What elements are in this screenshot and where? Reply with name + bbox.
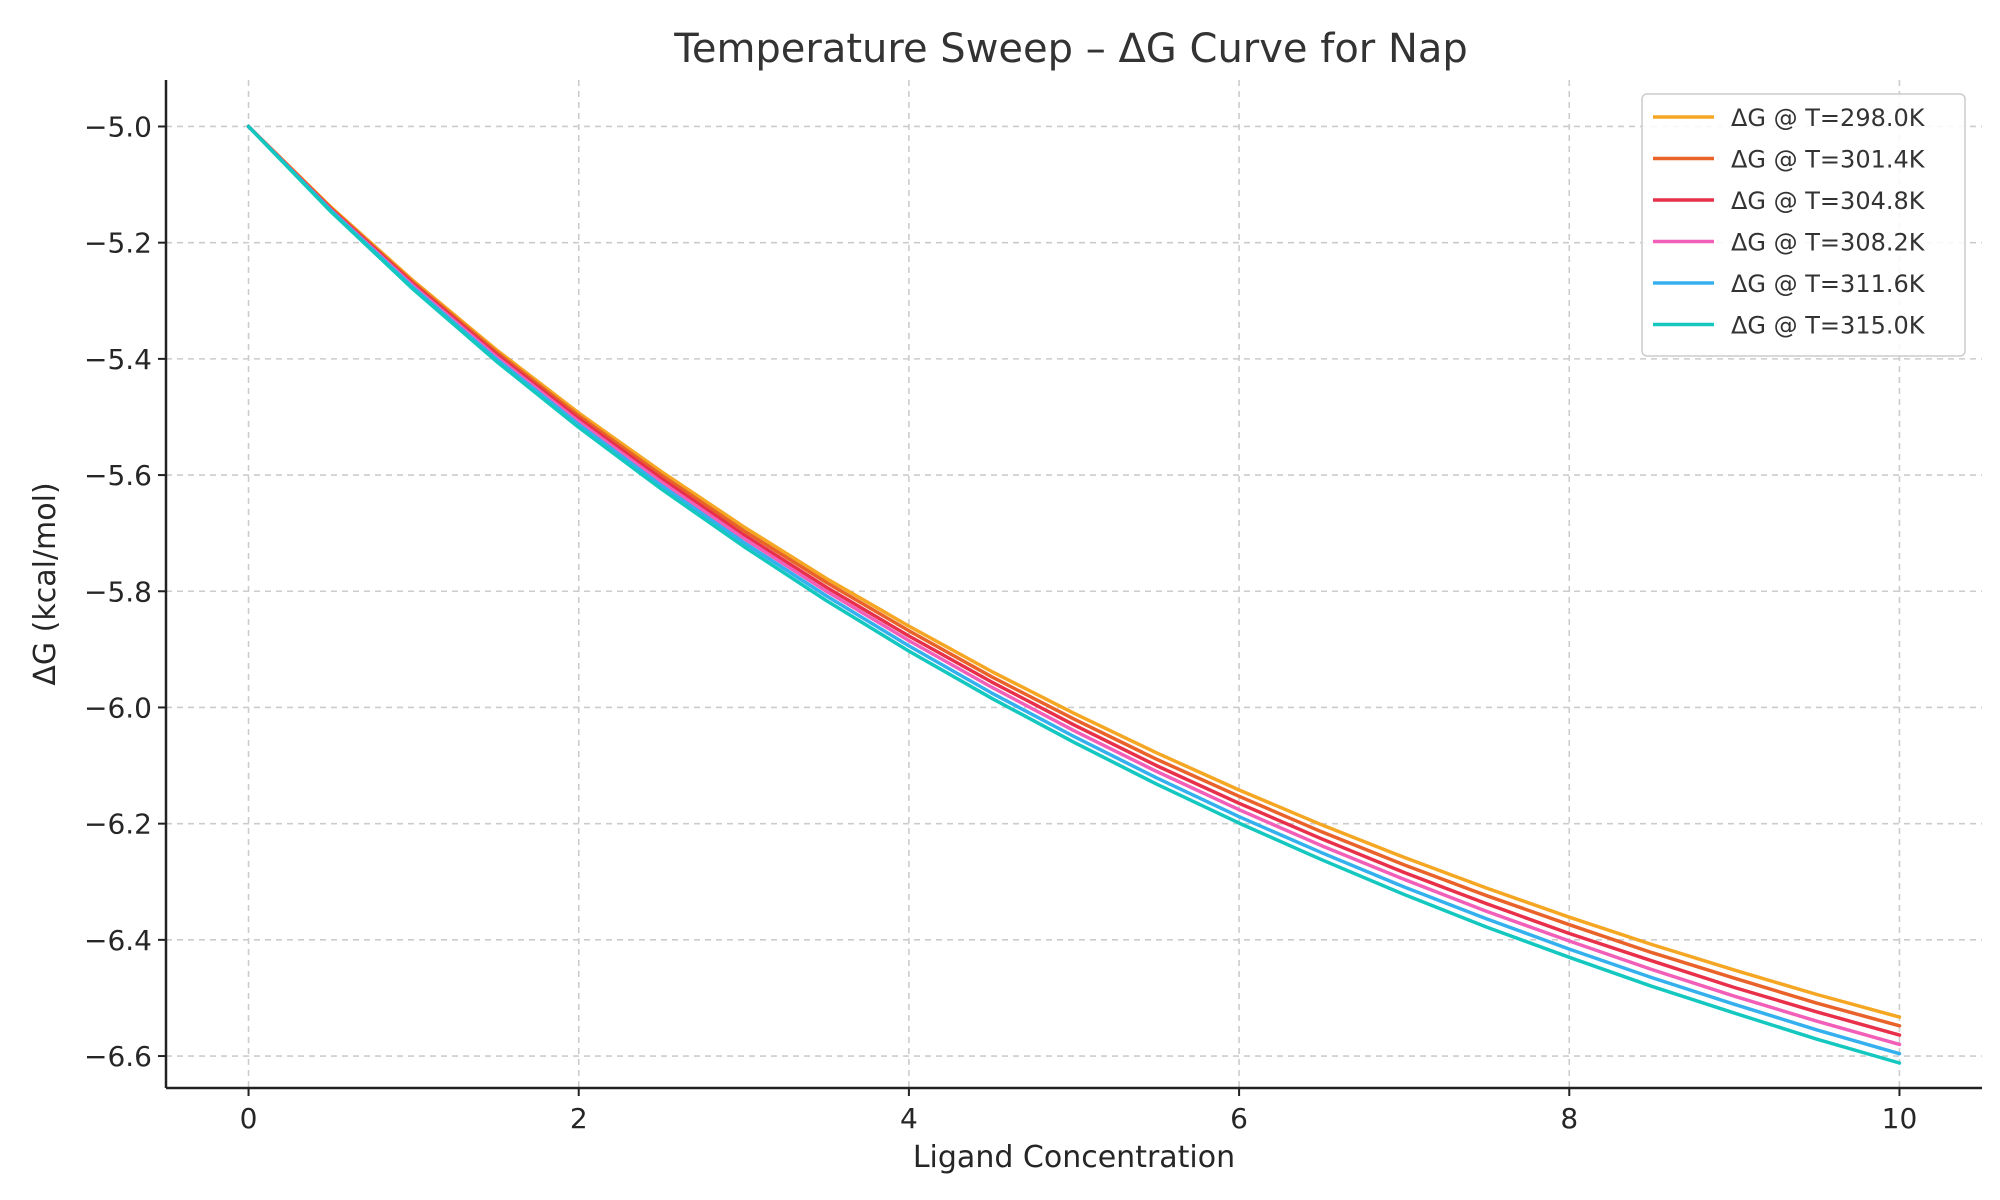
- legend-label-2: ΔG @ T=301.4K: [1731, 146, 1926, 174]
- y-tick-label: −6.4: [84, 924, 152, 957]
- y-tick-label: −6.0: [84, 691, 152, 724]
- series-line-3: [246, 124, 1902, 1037]
- legend-label-6: ΔG @ T=315.0K: [1731, 312, 1926, 340]
- x-tick-label: 2: [570, 1102, 588, 1135]
- y-tick-label: −5.4: [84, 343, 152, 376]
- chart-title: Temperature Sweep – ΔG Curve for Nap: [673, 26, 1468, 72]
- x-tick-label: 0: [240, 1102, 258, 1135]
- series-line-5: [246, 124, 1902, 1056]
- series-line-1: [246, 124, 1902, 1019]
- y-tick-label: −5.8: [84, 575, 152, 608]
- x-tick-label: 6: [1230, 1102, 1248, 1135]
- legend-label-1: ΔG @ T=298.0K: [1731, 104, 1926, 132]
- series-line-6: [246, 124, 1902, 1065]
- axes: [164, 80, 1982, 1090]
- legend-label-5: ΔG @ T=311.6K: [1731, 270, 1926, 298]
- y-tick-label: −5.2: [84, 227, 152, 260]
- grid: [166, 80, 1982, 1088]
- legend-label-3: ΔG @ T=304.8K: [1731, 187, 1926, 215]
- legend-label-4: ΔG @ T=308.2K: [1731, 229, 1926, 257]
- x-axis-label: Ligand Concentration: [913, 1140, 1235, 1175]
- y-tick-label: −5.6: [84, 459, 152, 492]
- x-tick-label: 8: [1560, 1102, 1578, 1135]
- x-tick-label: 10: [1882, 1102, 1918, 1135]
- y-tick-label: −6.2: [84, 808, 152, 841]
- legend: ΔG @ T=298.0K ΔG @ T=301.4K ΔG @ T=304.8K Δ…: [1641, 93, 1966, 357]
- legend-box: [1641, 93, 1966, 357]
- series-line-4: [246, 124, 1902, 1047]
- x-axis-ticks: 0 2 4 6 8 10: [240, 1088, 1918, 1135]
- series-line-2: [246, 124, 1902, 1028]
- x-tick-label: 4: [900, 1102, 918, 1135]
- y-axis-ticks: −5.0 −5.2 −5.4 −5.6 −5.8 −6.0 −6.2 −6.4 −6.6: [84, 110, 166, 1073]
- y-tick-label: −5.0: [84, 110, 152, 143]
- y-axis-label: ΔG (kcal/mol): [28, 482, 63, 685]
- series-lines: [246, 124, 1902, 1065]
- y-tick-label: −6.6: [84, 1040, 152, 1073]
